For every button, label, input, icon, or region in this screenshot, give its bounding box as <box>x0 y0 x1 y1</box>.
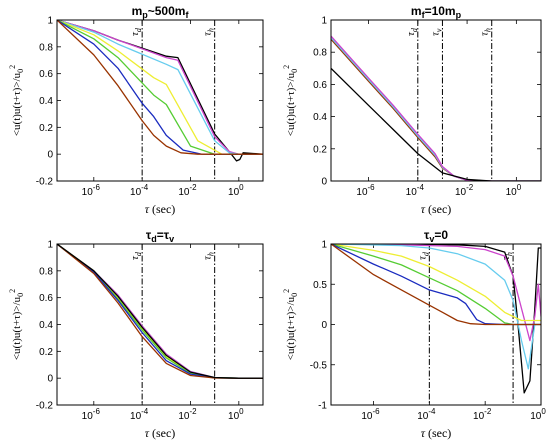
y-axis-label: <u(t)u(t+τ)>/u02 <box>8 289 25 360</box>
vline-label: τh <box>202 28 216 36</box>
series-line <box>331 244 541 394</box>
vline-label: τd <box>416 251 430 260</box>
panel-title: mf=10mp <box>411 4 462 20</box>
series-line <box>57 244 263 379</box>
series-line <box>57 244 263 379</box>
series-line <box>331 244 541 326</box>
panel-3: 10-6 10-4 10-2 100 -0.2 0 0.2 0.4 0.6 0.8 1 τd τh τd=… <box>8 228 264 440</box>
y-axis-label: <u(t)u(t+τ)>/u02 <box>8 65 25 136</box>
series-line <box>57 244 263 379</box>
x-axis-label: τ (sec) <box>421 202 452 216</box>
y-tick-label: 0 <box>321 177 327 188</box>
series-line <box>331 244 541 342</box>
series-line <box>57 244 263 379</box>
panel-title: τv=0 <box>424 228 448 244</box>
vline-label: τd <box>129 27 143 36</box>
y-tick-label: 0.5 <box>313 280 327 291</box>
x-tick-label: 10-2 <box>455 183 474 198</box>
x-axis-label: τ (sec) <box>421 426 452 440</box>
vline-label: τh <box>202 252 216 260</box>
series-line <box>57 20 263 155</box>
vline-label: τd <box>405 27 419 36</box>
series-line <box>331 67 541 181</box>
y-tick-label: 0 <box>47 150 53 161</box>
series-line <box>331 38 541 181</box>
y-tick-label: 0 <box>47 374 53 385</box>
y-tick-label: 0 <box>321 320 327 331</box>
y-tick-label: -1 <box>318 401 327 412</box>
panel-2: 10-6 10-4 10-2 100 0 0.2 0.4 0.6 0.8 1 τd τv τh mf=10… <box>282 4 542 216</box>
y-axis-label: <u(t)u(t+τ)>/u02 <box>282 289 299 360</box>
y-tick-label: 1 <box>47 240 53 251</box>
series-line <box>331 244 541 370</box>
y-tick-label: 0.2 <box>313 144 327 155</box>
series-line <box>57 20 263 155</box>
panel-1: 10-6 10-4 10-2 100 -0.2 0 0.2 0.4 0.6 0.8 1 τd τh mp~… <box>8 4 264 216</box>
y-tick-label: 0.6 <box>39 69 53 80</box>
series-line <box>57 244 263 379</box>
axes-frame <box>330 243 542 406</box>
x-tick-label: 10-4 <box>406 183 425 198</box>
series-line <box>57 244 263 379</box>
x-tick-label: 10-6 <box>356 183 375 198</box>
series-line <box>57 20 263 162</box>
vline-label: τh <box>479 28 493 36</box>
vline-label: τh <box>500 252 514 260</box>
y-axis-label: <u(t)u(t+τ)>/u02 <box>282 65 299 136</box>
y-tick-label: 0.4 <box>39 96 53 107</box>
series-line <box>57 244 263 379</box>
y-tick-label: 0.2 <box>39 347 53 358</box>
y-tick-label: 0.4 <box>39 320 53 331</box>
x-tick-label: 10-6 <box>82 407 101 422</box>
y-tick-label: 0.8 <box>39 42 53 53</box>
x-tick-label: 10-2 <box>473 407 492 422</box>
y-tick-label: 0.6 <box>39 293 53 304</box>
y-tick-label: 1 <box>321 16 327 27</box>
x-tick-label: 100 <box>228 183 244 198</box>
x-tick-label: 10-4 <box>130 407 149 422</box>
y-tick-label: 1 <box>321 240 327 251</box>
x-tick-label: 10-6 <box>361 407 380 422</box>
vline-label: τd <box>129 251 143 260</box>
x-tick-label: 10-4 <box>417 407 436 422</box>
y-tick-label: 1 <box>47 16 53 27</box>
x-tick-label: 100 <box>228 407 244 422</box>
y-tick-label: -0.2 <box>36 401 54 412</box>
x-axis-label: τ (sec) <box>145 202 176 216</box>
axes-frame <box>330 19 542 182</box>
y-tick-label: -0.2 <box>36 177 54 188</box>
panel-title: mp~500mf <box>132 4 190 20</box>
x-tick-label: 10-2 <box>178 407 197 422</box>
y-tick-label: 0.8 <box>39 266 53 277</box>
y-tick-label: 0.4 <box>313 112 327 123</box>
x-tick-label: 10-4 <box>130 183 149 198</box>
series-line <box>331 244 541 322</box>
x-tick-label: 100 <box>530 407 546 422</box>
axes-frame <box>56 19 264 182</box>
x-tick-label: 10-6 <box>82 183 101 198</box>
x-axis-label: τ (sec) <box>145 426 176 440</box>
y-tick-label: -0.5 <box>310 360 328 371</box>
x-tick-label: 100 <box>506 183 522 198</box>
panel-4: 10-6 10-4 10-2 100 -1 -0.5 0 0.5 1 τd τh τv=0 τ (sec… <box>282 228 546 440</box>
y-tick-label: 0.2 <box>39 123 53 134</box>
axes-frame <box>56 243 264 406</box>
x-tick-label: 10-2 <box>178 183 197 198</box>
panel-title: τd=τv <box>146 228 174 244</box>
y-tick-label: 0.8 <box>313 48 327 59</box>
vline-label: τv <box>429 28 443 36</box>
y-tick-label: 0.6 <box>313 80 327 91</box>
